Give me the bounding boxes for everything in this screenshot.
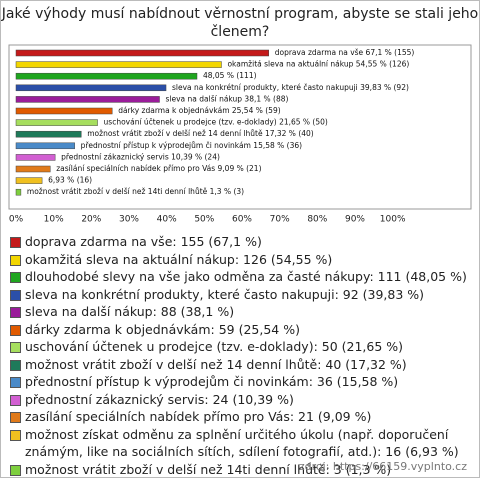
bar [15,188,22,196]
bar [15,142,75,150]
legend-item: sleva na další nákup: 88 (38,1 %) [9,303,471,321]
legend-swatch [10,359,21,371]
legend-swatch [10,464,21,476]
x-tick-label: 60% [232,215,252,225]
x-tick-label: 80% [307,215,327,225]
legend-item: dárky zdarma k objednávkám: 59 (25,54 %) [9,321,471,339]
legend-item: možnost vrátit zboží v delší než 14 denn… [9,356,471,374]
plot: Jaké výhody musí nabídnout věrnostní pro… [1,6,479,225]
legend-item: přednostní přístup k výprodejům či novin… [9,373,471,391]
legend-swatch [10,394,21,406]
value-label: přednostní přístup k výprodejům či novin… [81,141,302,150]
x-tick-label: 90% [345,215,365,225]
legend-item: sleva na konkrétní produkty, které často… [9,286,471,304]
value-label: 48,05 % (111) [203,71,257,80]
value-label: uschování účtenek u prodejce (tzv. e-dok… [104,118,328,127]
legend-label: přednostní zákaznický servis: 24 (10,39 … [25,391,294,407]
bar [15,154,56,161]
x-tick-label: 20% [81,215,101,225]
x-tick-label: 50% [194,215,214,225]
legend-item: uschování účtenek u prodejce (tzv. e-dok… [9,338,471,356]
legend-item: dlouhodobé slevy na vše jako odměna za č… [9,268,471,286]
value-label: možnost vrátit zboží v delší než 14 denn… [87,129,314,138]
value-label: okamžitá sleva na aktuální nákup 54,55 %… [227,60,409,69]
legend-swatch [10,342,21,353]
legend-label: možnost vrátit zboží v delší než 14ti de… [25,461,392,477]
bar [15,107,113,115]
legend-item: okamžitá sleva na aktuální nákup: 126 (5… [9,251,471,269]
legend-label: uschování účtenek u prodejce (tzv. e-dok… [25,339,404,354]
legend-swatch [10,324,21,336]
legend-item: doprava zdarma na vše: 155 (67,1 %) [9,233,471,251]
legend-label: dlouhodobé slevy na vše jako odměna za č… [25,269,467,284]
legend-item: možnost získat odměnu za splnění určitéh… [9,426,471,461]
x-tick-label: 70% [270,215,290,225]
bar [15,119,98,126]
legend-label: možnost vrátit zboží v delší než 14 denn… [25,356,407,372]
bar [15,61,222,68]
x-tick-label: 0% [9,215,24,225]
legend-item: zasílání speciálních nabídek přímo pro V… [9,408,471,426]
legend: doprava zdarma na vše: 155 (67,1 %) okamž… [9,233,471,478]
legend-label: okamžitá sleva na aktuální nákup: 126 (5… [25,251,333,267]
value-label: sleva na další nákup 38,1 % (88) [166,94,289,103]
bar [15,96,160,103]
legend-label: doprava zdarma na vše: 155 (67,1 %) [25,234,262,249]
bar [15,130,82,138]
bar [15,72,198,80]
legend-label: sleva na konkrétní produkty, které často… [25,286,425,302]
legend-item: přednostní zákaznický servis: 24 (10,39 … [9,391,471,409]
legend-label: možnost získat odměnu za splnění určitéh… [25,426,459,460]
legend-swatch [10,307,21,318]
legend-swatch [10,237,21,248]
bar [15,165,51,173]
value-label: přednostní zákaznický servis 10,39 % (24… [61,152,220,161]
chart-title: Jaké výhody musí nabídnout věrnostní pro… [1,6,478,40]
value-label: možnost vrátit zboží v delší než 14ti de… [27,187,244,196]
legend-item: možnost vrátit zboží v delší než 14ti de… [9,461,471,478]
legend-label: přednostní přístup k výprodejům či novin… [25,374,399,389]
legend-swatch [10,429,21,441]
value-label: zasílání speciálních nabídek přímo pro V… [56,164,261,173]
value-label: sleva na konkrétní produkty, které často… [172,83,409,92]
legend-swatch [10,377,21,388]
legend-swatch [10,289,21,301]
plot-frame [8,44,472,210]
legend-swatch [10,412,21,423]
legend-label: dárky zdarma k objednávkám: 59 (25,54 %) [25,321,300,337]
bar [15,84,167,92]
bar [15,49,269,57]
x-tick-label: 30% [119,215,139,225]
legend-swatch [10,254,21,266]
source: zdroj: https://66159.vyplnto.cz [298,460,467,473]
value-label: dárky zdarma k objednávkám 25,54 % (59) [118,106,281,115]
legend-label: sleva na další nákup: 88 (38,1 %) [25,304,235,319]
value-label: doprava zdarma na vše 67,1 % (155) [275,48,415,57]
bar [15,177,43,184]
value-label: 6,93 % (16) [48,176,92,185]
legend-swatch [10,272,21,283]
x-tick-label: 40% [157,215,177,225]
x-tick-label: 10% [44,215,64,225]
legend-label: zasílání speciálních nabídek přímo pro V… [25,409,372,424]
x-tick-label: 100% [380,215,406,225]
